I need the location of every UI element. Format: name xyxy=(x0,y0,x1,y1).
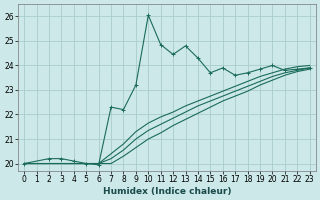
X-axis label: Humidex (Indice chaleur): Humidex (Indice chaleur) xyxy=(103,187,231,196)
